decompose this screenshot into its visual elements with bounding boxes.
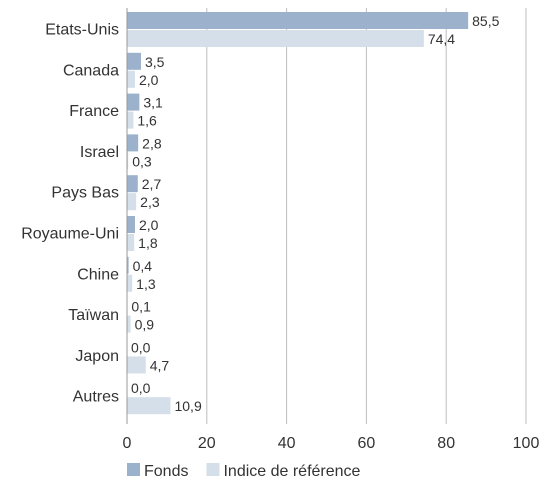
legend-label: Indice de référence (223, 463, 360, 480)
labels-group: Etats-Unis 85,5 74,4 Canada 3,5 2,0 France 3,1 1… (21, 13, 499, 414)
x-tick-label: 80 (437, 435, 455, 452)
data-label: 2,8 (142, 135, 162, 151)
data-label: 2,7 (142, 176, 162, 192)
bar-indice-8 (127, 356, 146, 374)
data-label: 2,0 (139, 72, 159, 88)
category-label: Chine (77, 266, 119, 283)
bar-indice-4 (127, 193, 137, 211)
data-label: 1,3 (136, 276, 156, 292)
data-label: 10,9 (174, 398, 201, 414)
data-label: 4,7 (150, 357, 170, 373)
category-label: Royaume-Uni (21, 226, 119, 243)
bars-group (127, 12, 469, 415)
category-label: France (69, 103, 119, 120)
bar-fonds-3 (127, 134, 139, 152)
bar-indice-1 (127, 70, 135, 88)
bar-indice-9 (127, 397, 171, 415)
category-label: Etats-Unis (45, 22, 119, 39)
data-label: 0,1 (131, 299, 151, 315)
data-label: 0,9 (135, 317, 155, 333)
category-label: Pays Bas (51, 185, 119, 202)
bar-indice-0 (127, 30, 424, 47)
data-label: 85,5 (472, 13, 499, 29)
bar-indice-2 (127, 111, 134, 129)
bar-indice-6 (127, 274, 133, 292)
category-label: Israel (80, 144, 119, 161)
data-label: 2,3 (140, 194, 160, 210)
bar-fonds-5 (127, 216, 135, 233)
bar-indice-7 (127, 315, 131, 333)
data-label: 2,0 (139, 217, 159, 233)
data-label: 0,4 (133, 258, 153, 274)
x-tick-label: 20 (198, 435, 216, 452)
data-label: 0,0 (131, 380, 151, 396)
x-tick-label: 100 (513, 435, 540, 452)
gridlines (206, 8, 527, 424)
bar-indice-5 (127, 234, 135, 251)
legend-label: Fonds (144, 463, 188, 480)
x-tick-label: 0 (123, 435, 132, 452)
bar-fonds-4 (127, 175, 138, 193)
x-tick-label: 60 (358, 435, 376, 452)
data-label: 3,5 (145, 54, 165, 70)
category-label: Japon (75, 348, 119, 365)
data-label: 0,3 (132, 153, 152, 169)
bar-fonds-2 (127, 93, 140, 111)
legend-swatch-indice (206, 463, 220, 476)
data-label: 74,4 (428, 31, 455, 47)
data-label: 1,6 (137, 113, 157, 129)
category-label: Autres (73, 389, 119, 406)
category-label: Taïwan (68, 307, 119, 324)
x-tick-label: 40 (278, 435, 296, 452)
legend: Fonds Indice de référence (127, 463, 361, 480)
data-label: 3,1 (143, 95, 163, 111)
legend-swatch-fonds (127, 463, 140, 476)
data-label: 0,0 (131, 339, 151, 355)
data-label: 1,8 (138, 235, 158, 251)
bar-indice-3 (127, 152, 129, 170)
bar-fonds-0 (127, 12, 469, 29)
category-label: Canada (63, 62, 119, 79)
bar-fonds-1 (127, 52, 141, 70)
x-axis: 0 20 40 60 80 100 (123, 8, 540, 452)
bar-fonds-6 (127, 256, 129, 274)
